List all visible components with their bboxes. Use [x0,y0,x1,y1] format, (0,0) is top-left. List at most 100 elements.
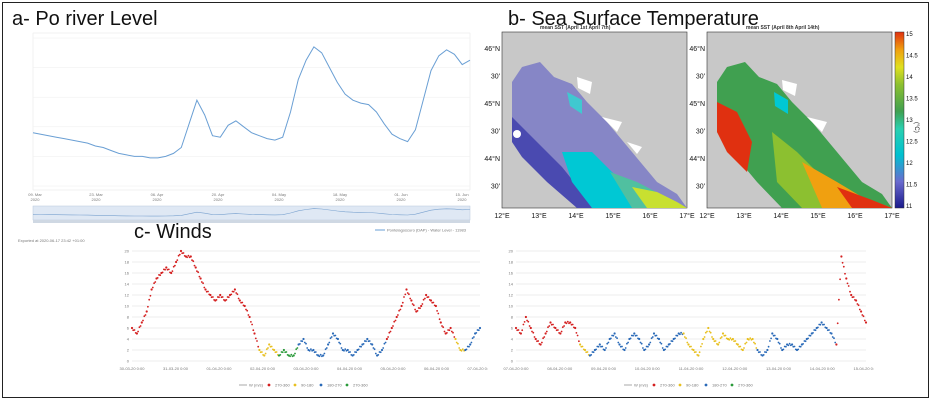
sst-lat-tick: 30' [491,184,500,191]
wind-point [655,334,658,337]
wind-point [560,330,563,333]
wind-x-tick: 07-04-20 0:00 [468,366,488,371]
wind-point [561,326,564,329]
wind-point [721,332,725,335]
wind-point [846,282,849,285]
wind-point [529,326,532,330]
winds-right-x-axis: 07-04-20 0:00 08-04-20 0:00 09-04-20 0:00 1… [504,366,874,371]
wind-point [405,288,408,291]
wind-point [862,315,865,318]
wind-point [368,340,371,342]
wind-point [739,345,742,348]
wind-point [458,347,461,349]
wind-point [215,299,218,301]
wind-point [232,290,235,293]
wind-point [557,329,559,331]
wind-point [374,352,377,355]
sst-lon-axis-2: 12°E 13°E 14°E 15°E 16°E 17°E [699,212,900,220]
wind-point [549,321,552,324]
wind-point [360,345,362,348]
wind-point [455,341,458,344]
wind-legend-label: 90-180 [301,383,314,388]
wind-point [787,344,790,347]
wind-point [674,337,676,340]
wind-legend-label: 270-360 [353,383,368,388]
wind-point [777,341,780,344]
wind-point [416,310,419,312]
wind-point [401,301,404,304]
wind-point [325,347,328,349]
wind-point [682,332,685,335]
wind-point [751,337,754,341]
wind-point [532,331,535,334]
po-scrollbar[interactable] [33,220,470,223]
wind-point [638,337,641,341]
wind-point [282,348,285,352]
wind-point [770,337,772,340]
wind-point [782,348,785,351]
wind-point [605,347,607,349]
wind-legend-label: 270-360 [738,383,753,388]
wind-y-tick: 16 [509,271,514,276]
wind-point [601,345,604,348]
wind-point [706,330,708,333]
sst-lon-tick: 16°E [847,212,863,220]
sst-lat-tick: 46°N [689,45,705,53]
wind-point [765,351,768,354]
wind-point [436,310,438,312]
wind-point [595,348,597,351]
wind-point [676,334,679,337]
wind-point [203,286,206,289]
wind-point [527,320,530,323]
wind-point [852,296,855,298]
po-x-tick-label: 04. May [272,192,286,197]
sst-lat-tick: 30' [491,74,500,81]
wind-x-tick: 10-04-20 0:00 [635,366,661,371]
sst-lon-tick: 15°E [605,212,621,220]
po-navigator[interactable] [32,205,471,221]
wind-point [187,254,190,257]
wind-legend-label: 270-360 [275,383,290,388]
wind-point [308,349,311,352]
wind-point [457,342,459,345]
wind-y-tick: 6 [511,326,514,331]
wind-point [547,326,549,329]
wind-point [734,340,737,342]
winds-right-points [514,255,868,357]
wind-point [339,342,342,345]
wind-y-tick: 4 [127,337,130,342]
wind-y-tick: 6 [127,326,130,331]
wind-point [343,349,345,352]
wind-point [207,290,209,293]
wind-point [583,348,587,352]
wind-point [598,343,601,346]
wind-point [863,319,866,322]
sst-lat-tick: 30' [491,129,500,136]
wind-point [198,275,201,278]
wind-x-tick: 11-04-20 0:00 [679,366,704,371]
wind-point [279,354,282,356]
wind-point [574,326,577,330]
wind-point [212,296,214,298]
wind-point [817,326,819,329]
wind-point [519,332,522,335]
wind-point [685,337,687,340]
sst-lon-tick: 14°E [568,212,584,220]
wind-point [475,332,478,334]
wind-point [842,265,845,268]
wind-point [687,343,690,346]
wind-x-tick: 04-04-20 0:00 [337,366,363,371]
wind-point [409,297,412,300]
wind-point [346,348,349,352]
wind-point [659,341,662,344]
wind-y-tick: 10 [125,304,130,309]
wind-x-tick: 06-04-20 0:00 [424,366,450,371]
wind-y-tick: 20 [125,249,130,254]
wind-point [819,323,822,326]
wind-point [303,341,306,344]
wind-point [235,292,238,294]
wind-point [579,343,582,346]
po-x-tick-year: 2020 [92,197,102,202]
wind-point [175,260,178,264]
